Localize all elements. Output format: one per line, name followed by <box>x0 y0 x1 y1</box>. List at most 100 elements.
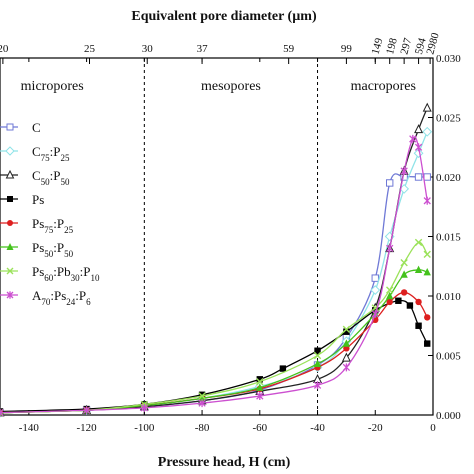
legend-label-segment: :P <box>50 144 61 159</box>
data-point-marker <box>6 123 14 131</box>
data-point-marker <box>415 322 422 329</box>
legend-label-subscript: 60 <box>44 273 54 283</box>
top-tick-label: 198 <box>384 36 400 56</box>
x-tick-label: -140 <box>19 422 40 434</box>
data-point-marker <box>395 297 402 304</box>
y-tick-label: 0.025 <box>436 113 461 125</box>
data-point-marker <box>423 250 431 259</box>
y-tick-label: 0.000 <box>436 410 461 422</box>
data-point-marker <box>400 270 408 278</box>
data-point-marker <box>6 291 14 299</box>
legend-label: Ps <box>32 192 44 207</box>
data-point-marker <box>256 391 264 400</box>
data-point-marker <box>415 298 422 306</box>
legend-label-segment: :P <box>80 264 91 279</box>
data-point-marker <box>400 258 408 267</box>
data-point-marker <box>342 363 351 372</box>
top-tick-label: 99 <box>341 43 353 55</box>
data-point-marker <box>140 403 148 412</box>
legend-label-subscript: 25 <box>64 225 74 235</box>
data-point-marker <box>256 377 264 386</box>
top-tick-label: 59 <box>283 43 295 55</box>
x-tick-label: -20 <box>368 422 383 434</box>
data-point-marker <box>371 309 379 318</box>
x-tick-label: -60 <box>252 422 267 434</box>
y-tick-label: 0.010 <box>436 291 461 303</box>
legend-label: C75:P25 <box>32 144 70 163</box>
data-point-marker <box>414 238 423 247</box>
plot-frame <box>0 57 434 416</box>
region-label: mesopores <box>201 79 261 94</box>
data-point-marker <box>422 102 432 112</box>
data-point-marker <box>256 376 263 383</box>
legend-label: C50:P50 <box>32 168 70 187</box>
legend-label-segment: :P <box>50 168 61 183</box>
data-point-marker <box>198 399 206 408</box>
data-point-marker <box>313 359 322 368</box>
data-point-marker <box>386 286 394 294</box>
legend-label-base: Ps <box>32 240 44 255</box>
y-tick-label: 0.030 <box>436 53 461 65</box>
data-point-marker <box>400 167 408 176</box>
x-tick-label: -40 <box>310 422 325 434</box>
x-tick-label: -100 <box>134 422 155 434</box>
legend-label-subscript: 50 <box>64 249 74 259</box>
top-tick-label: 594 <box>413 36 429 56</box>
legend-label-subscript: 50 <box>61 177 71 187</box>
top-tick-label: 20 <box>0 43 9 55</box>
data-point-marker <box>386 298 393 306</box>
y-tick-label: 0.020 <box>436 172 461 184</box>
data-point-marker <box>386 291 394 300</box>
legend-label-base: C <box>32 120 41 135</box>
data-point-marker <box>409 134 417 143</box>
legend-label-segment: :Ps <box>50 288 66 303</box>
legend-label-subscript: 70 <box>41 297 51 307</box>
legend-label-segment: :Pb <box>53 264 70 279</box>
legend-label-base: Ps <box>32 216 44 231</box>
data-point-marker <box>341 352 351 362</box>
legend-label-subscript: 75 <box>41 153 51 163</box>
legend-label: Ps75:P25 <box>32 216 74 235</box>
x-tick-label: -120 <box>77 422 98 434</box>
legend-label-base: C <box>32 168 41 183</box>
legend-label-subscript: 25 <box>61 153 71 163</box>
data-point-marker <box>343 328 350 335</box>
legend-label-segment: :P <box>53 240 64 255</box>
data-point-marker <box>198 394 206 402</box>
data-point-marker <box>198 392 206 400</box>
legend-label-segment: :P <box>53 216 64 231</box>
top-axis-title: Equivalent pore diameter (µm) <box>131 9 317 24</box>
legend-label-base: A <box>32 288 42 303</box>
data-point-marker <box>414 173 423 181</box>
data-point-marker <box>422 126 433 137</box>
data-point-marker <box>414 265 423 274</box>
legend-label-subscript: 6 <box>86 297 91 307</box>
legend-label: Ps50:P50 <box>32 240 74 259</box>
data-point-marker <box>256 383 264 391</box>
data-point-marker <box>313 351 322 360</box>
legend-label-subscript: 10 <box>90 273 100 283</box>
data-point-marker <box>279 365 287 372</box>
data-point-marker <box>423 196 431 205</box>
data-point-marker <box>424 340 431 347</box>
data-point-marker <box>371 274 379 282</box>
data-point-marker <box>6 243 14 250</box>
series-C50:P50 <box>0 102 432 417</box>
series-A70:Ps24:P6 <box>0 134 431 417</box>
data-point-marker <box>424 314 431 321</box>
legend-label-base: Ps <box>32 192 44 207</box>
data-point-marker <box>414 143 423 152</box>
data-point-marker <box>7 196 13 202</box>
y-tick-label: 0.015 <box>436 232 461 244</box>
top-tick-label: 37 <box>197 43 209 55</box>
x-tick-label: 0 <box>430 422 436 434</box>
legend-label-subscript: 75 <box>44 225 54 235</box>
legend-label-subscript: 50 <box>44 249 54 259</box>
x-axis-title: Pressure head, H (cm) <box>158 455 291 470</box>
data-point-marker <box>0 408 4 417</box>
legend-label-base: Ps <box>32 264 44 279</box>
top-tick-label: 149 <box>370 36 386 56</box>
legend-label-subscript: 50 <box>41 177 51 187</box>
top-tick-label: 30 <box>142 43 154 55</box>
